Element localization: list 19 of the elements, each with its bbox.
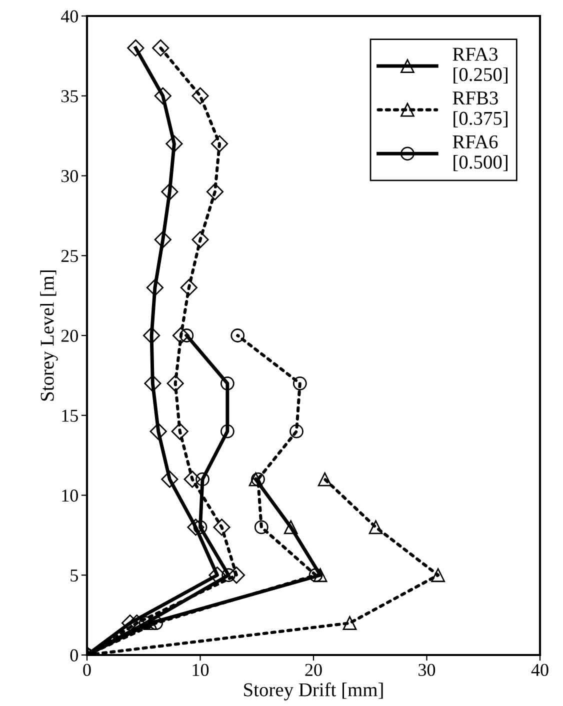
x-axis-title: Storey Drift [mm]: [244, 682, 383, 700]
y-tick-label: 35: [61, 90, 78, 102]
y-tick-label: 10: [62, 490, 78, 502]
legend-label: RFB3 [0.375]: [452, 92, 508, 128]
x-tick-label: 0: [83, 664, 91, 676]
x-tick-label: 20: [305, 664, 322, 676]
y-tick-label: 0: [70, 649, 78, 662]
y-axis-title: Storey Level [m]: [40, 270, 58, 401]
legend-label: RFA3 [0.250]: [452, 48, 508, 84]
y-tick-label: 5: [70, 570, 78, 582]
x-tick-label: 40: [531, 664, 548, 676]
y-tick-label: 25: [61, 250, 78, 262]
x-tick-label: 30: [418, 664, 436, 676]
y-tick-label: 30: [61, 170, 78, 182]
y-tick-label: 15: [62, 410, 78, 422]
x-tick-label: 10: [192, 664, 209, 676]
y-tick-label: 40: [60, 10, 78, 22]
y-tick-label: 20: [61, 330, 78, 342]
legend-label: RFA6 [0.500]: [452, 135, 508, 172]
